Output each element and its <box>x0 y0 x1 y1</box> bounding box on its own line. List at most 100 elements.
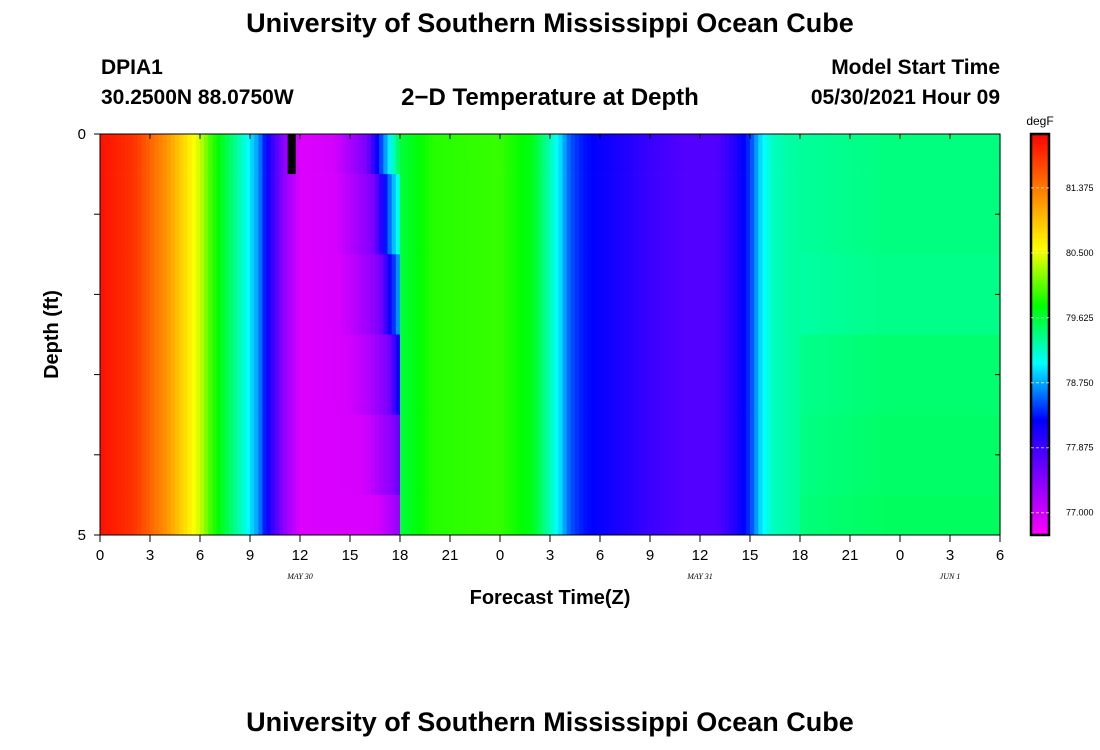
heatmap-cell <box>191 494 197 536</box>
heatmap-cell <box>912 334 918 415</box>
station-id: DPIA1 <box>101 56 163 79</box>
heatmap-cell <box>908 414 914 496</box>
heatmap-cell <box>870 414 876 496</box>
heatmap-cell <box>704 134 709 175</box>
heatmap-cell <box>204 174 209 255</box>
heatmap-cell <box>883 414 889 496</box>
heatmap-cell <box>725 494 730 536</box>
heatmap-cell <box>737 414 743 496</box>
heatmap-cell <box>666 174 672 255</box>
heatmap-cell <box>312 414 318 496</box>
heatmap-cell <box>125 134 130 175</box>
heatmap-cell <box>808 494 814 536</box>
heatmap-cell <box>770 494 776 536</box>
heatmap-cell <box>904 494 909 536</box>
heatmap-cell <box>591 414 597 496</box>
heatmap-cell <box>562 174 568 255</box>
heatmap-cell <box>791 174 797 255</box>
heatmap-cell <box>837 414 843 496</box>
heatmap-cell <box>929 414 934 496</box>
heatmap-cell <box>416 494 422 536</box>
heatmap-cell <box>454 494 459 536</box>
heatmap-cell <box>633 334 639 415</box>
heatmap-cell <box>208 414 214 496</box>
x-tick-label: 0 <box>496 547 504 564</box>
heatmap-cell <box>287 494 293 536</box>
heatmap-cell <box>250 174 255 255</box>
heatmap-cell <box>600 414 605 496</box>
heatmap-cell <box>479 174 484 255</box>
heatmap-cell <box>270 494 276 536</box>
heatmap-cell <box>183 174 189 255</box>
heatmap-cell <box>829 494 834 536</box>
heatmap-cell <box>729 174 734 255</box>
heatmap-cell <box>975 134 980 175</box>
heatmap-cell <box>854 334 859 415</box>
heatmap-cell <box>366 334 372 415</box>
heatmap-cell <box>958 174 964 255</box>
heatmap-cell <box>433 134 439 175</box>
heatmap-cell <box>679 174 684 255</box>
heatmap-cell <box>245 134 251 175</box>
heatmap-cell <box>891 174 897 255</box>
heatmap-cell <box>745 254 751 335</box>
heatmap-cell <box>179 494 184 536</box>
heatmap-cell <box>400 334 405 415</box>
heatmap-cell <box>533 494 539 536</box>
heatmap-cell <box>266 334 272 415</box>
heatmap-cell <box>387 174 393 255</box>
heatmap-cell <box>929 334 934 415</box>
heatmap-cell <box>337 174 343 255</box>
heatmap-cell <box>345 414 351 496</box>
heatmap-cell <box>300 134 305 175</box>
heatmap-cell <box>887 134 893 175</box>
heatmap-cell <box>537 174 543 255</box>
heatmap-cell <box>837 254 843 335</box>
heatmap-cell <box>266 494 272 536</box>
heatmap-cell <box>908 334 914 415</box>
heatmap-cell <box>408 134 414 175</box>
heatmap-cell <box>433 254 439 335</box>
heatmap-cell <box>254 254 259 335</box>
heatmap-cell <box>833 254 839 335</box>
heatmap-cell <box>383 414 389 496</box>
heatmap-cell <box>245 174 251 255</box>
heatmap-cell <box>720 334 726 415</box>
heatmap-cell <box>862 134 868 175</box>
heatmap-cell <box>587 174 593 255</box>
heatmap-cell <box>983 254 989 335</box>
heatmap-cell <box>200 134 205 175</box>
heatmap-cell <box>704 254 709 335</box>
heatmap-cell <box>779 414 784 496</box>
heatmap-cell <box>400 134 405 175</box>
heatmap-cell <box>958 254 964 335</box>
heatmap-cell <box>591 174 597 255</box>
heatmap-cell <box>516 254 522 335</box>
heatmap-cell <box>333 134 339 175</box>
heatmap-cell <box>979 494 984 536</box>
heatmap-cell <box>708 494 714 536</box>
heatmap-cell <box>404 494 409 536</box>
heatmap-cell <box>525 334 530 415</box>
heatmap-cell <box>570 334 576 415</box>
heatmap-cell <box>662 174 668 255</box>
heatmap-cell <box>529 334 534 415</box>
heatmap-cell <box>420 174 426 255</box>
heatmap-cell <box>866 494 872 536</box>
heatmap-cell <box>887 494 893 536</box>
heatmap-cell <box>400 174 405 255</box>
heatmap-cell <box>125 334 130 415</box>
heatmap-cell <box>333 414 339 496</box>
heatmap-cell <box>895 254 901 335</box>
heatmap-cell <box>766 134 772 175</box>
heatmap-cell <box>641 254 647 335</box>
heatmap-cell <box>541 174 547 255</box>
heatmap-cell <box>637 334 643 415</box>
heatmap-cell <box>675 414 680 496</box>
heatmap-cell <box>420 494 426 536</box>
heatmap-cell <box>891 414 897 496</box>
heatmap-cell <box>287 254 293 335</box>
heatmap-cell <box>916 174 922 255</box>
heatmap-cell <box>258 494 264 536</box>
